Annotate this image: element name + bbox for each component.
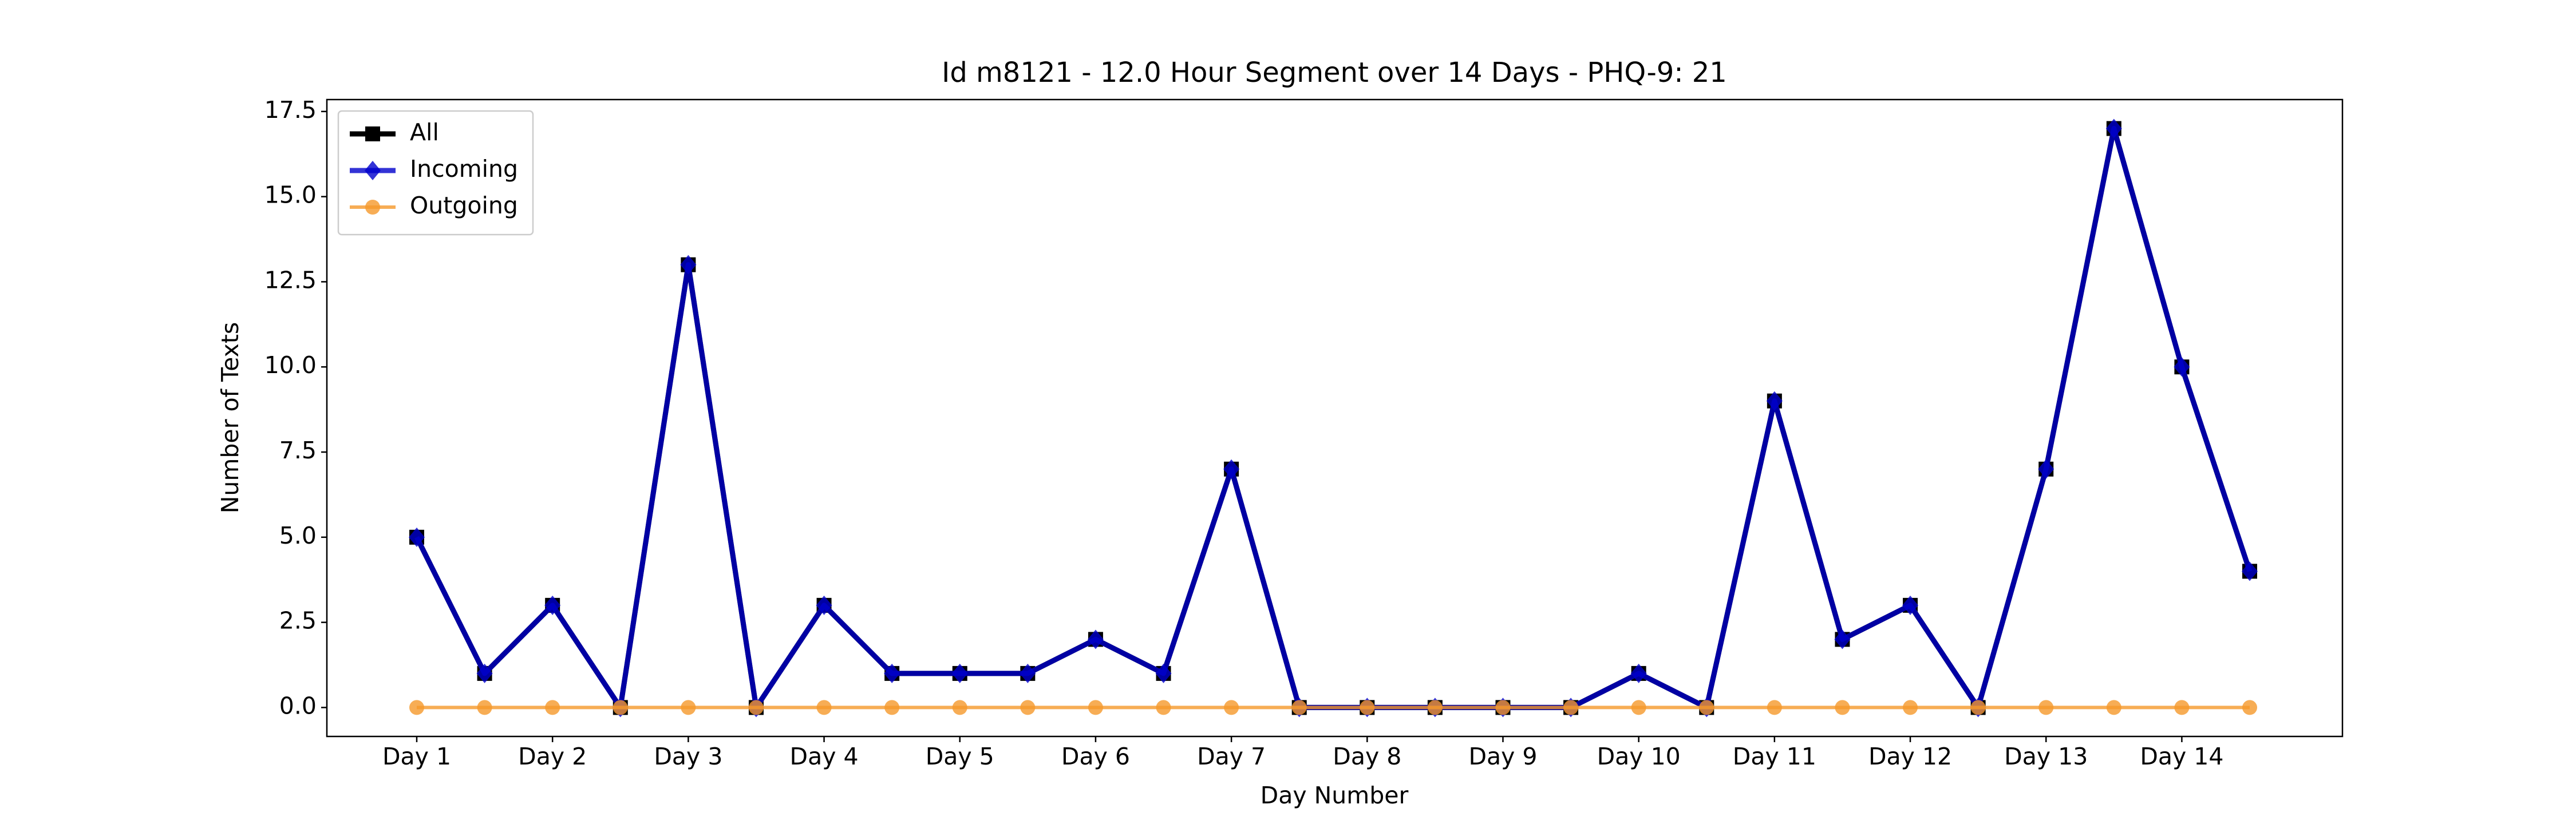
x-tick-label: Day 4 <box>790 743 859 770</box>
point <box>1970 700 1986 715</box>
y-tick-label: 12.5 <box>264 266 317 294</box>
point <box>409 700 424 715</box>
legend-label: Outgoing <box>410 192 518 219</box>
point <box>2105 118 2122 138</box>
point <box>1427 700 1443 715</box>
series-line <box>414 126 2253 710</box>
point <box>1020 700 1036 715</box>
point <box>2174 700 2190 715</box>
x-axis-label: Day Number <box>1261 782 1409 809</box>
chart-title: Id m8121 - 12.0 Hour Segment over 14 Day… <box>942 57 1727 89</box>
x-tick-label: Day 11 <box>1733 743 1816 770</box>
point <box>2174 357 2190 377</box>
x-tick-label: Day 3 <box>654 743 722 770</box>
point <box>816 700 832 715</box>
x-tick-label: Day 12 <box>1868 743 1952 770</box>
point <box>2038 700 2054 715</box>
series-line <box>414 126 2253 710</box>
x-tick-label: Day 1 <box>382 743 451 770</box>
y-tick-label: 15.0 <box>264 181 317 209</box>
point <box>1699 700 1714 715</box>
x-tick-label: Day 6 <box>1061 743 1130 770</box>
series <box>409 118 2258 718</box>
legend-marker <box>365 200 380 215</box>
legend-box <box>337 110 534 236</box>
x-tick-label: Day 10 <box>1597 743 1681 770</box>
point <box>1835 700 1850 715</box>
point <box>1088 700 1103 715</box>
y-tick-label: 0.0 <box>279 692 317 719</box>
x-tick-label: Day 2 <box>518 743 587 770</box>
y-tick-label: 7.5 <box>279 437 317 464</box>
point <box>476 663 493 683</box>
x-tick-label: Day 5 <box>926 743 994 770</box>
series <box>409 121 2257 715</box>
legend-label: All <box>410 118 439 146</box>
legend-marker <box>365 126 380 141</box>
series <box>409 700 2257 715</box>
point <box>1630 663 1647 683</box>
point <box>1224 700 1239 715</box>
point <box>544 595 561 615</box>
point <box>1767 700 1782 715</box>
point <box>613 700 628 715</box>
x-tick-label: Day 13 <box>2004 743 2088 770</box>
y-tick-label: 17.5 <box>264 96 317 124</box>
point <box>681 700 696 715</box>
point <box>884 663 900 683</box>
point <box>1223 459 1240 479</box>
point <box>884 700 900 715</box>
x-tick-label: Day 8 <box>1333 743 1401 770</box>
point <box>1903 700 1918 715</box>
point <box>1834 629 1851 649</box>
point <box>1766 391 1783 411</box>
point <box>1087 629 1104 649</box>
point <box>2242 561 2258 581</box>
point <box>1902 595 1919 615</box>
point <box>409 527 425 547</box>
point <box>1631 700 1646 715</box>
y-tick-label: 10.0 <box>264 351 317 379</box>
point <box>951 663 968 683</box>
y-tick-label: 2.5 <box>279 607 317 635</box>
point <box>2106 700 2121 715</box>
point <box>2242 700 2257 715</box>
point <box>816 595 832 615</box>
x-tick-label: Day 9 <box>1468 743 1537 770</box>
point <box>1563 700 1579 715</box>
point <box>1156 700 1171 715</box>
y-axis-label: Number of Texts <box>216 322 244 514</box>
plot-frame <box>326 98 2344 738</box>
legend-marker <box>365 161 381 180</box>
point <box>545 700 560 715</box>
point <box>1291 700 1307 715</box>
point <box>2038 459 2055 479</box>
point <box>1360 700 1375 715</box>
point <box>477 700 492 715</box>
x-tick-label: Day 14 <box>2140 743 2223 770</box>
point <box>1020 663 1036 683</box>
y-tick-label: 5.0 <box>279 522 317 549</box>
point <box>680 255 697 275</box>
point <box>952 700 967 715</box>
point <box>1495 700 1511 715</box>
point <box>1155 663 1172 683</box>
point <box>748 700 764 715</box>
legend-label: Incoming <box>410 155 518 183</box>
x-tick-label: Day 7 <box>1197 743 1266 770</box>
